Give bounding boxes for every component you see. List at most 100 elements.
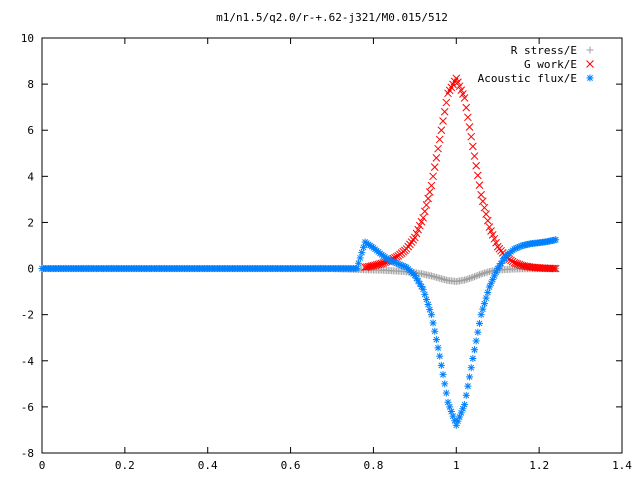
data-point <box>421 290 429 298</box>
y-tick-label: -6 <box>21 401 34 414</box>
data-point <box>412 229 421 238</box>
data-point <box>437 126 446 135</box>
data-point <box>466 274 474 282</box>
data-point <box>473 171 482 180</box>
data-point <box>484 268 492 276</box>
data-point <box>436 352 444 360</box>
data-point <box>417 217 426 226</box>
chart-title: m1/n1.5/q2.0/r-+.62-j321/M0.015/512 <box>216 11 448 24</box>
y-tick-label: 8 <box>27 78 34 91</box>
data-point <box>457 86 466 94</box>
data-point <box>482 294 490 302</box>
data-point <box>441 380 449 388</box>
data-point <box>550 264 558 273</box>
data-point <box>432 154 441 162</box>
y-tick-label: 2 <box>27 216 34 229</box>
chart-frame <box>41 37 623 454</box>
data-point <box>435 135 444 144</box>
data-point <box>464 382 472 390</box>
data-point <box>477 311 485 319</box>
data-point <box>482 269 490 277</box>
data-point <box>452 74 461 83</box>
data-point <box>487 227 495 235</box>
data-point <box>480 269 488 277</box>
data-point <box>439 371 447 379</box>
data-point <box>469 273 477 281</box>
data-point <box>477 270 485 278</box>
plot-area <box>41 37 623 454</box>
data-point <box>460 94 469 102</box>
data-point <box>474 328 482 336</box>
data-point <box>475 181 484 189</box>
data-point <box>490 234 499 243</box>
data-point <box>414 225 423 234</box>
data-point <box>358 249 366 257</box>
data-point <box>479 270 487 278</box>
data-point <box>475 271 483 279</box>
data-point <box>432 336 440 344</box>
data-point <box>472 337 480 345</box>
x-axis: 0 0.2 0.4 0.6 0.8 1 1.2 1.4 <box>39 38 632 472</box>
data-point <box>470 152 479 160</box>
data-point <box>424 301 432 309</box>
data-point <box>461 401 469 409</box>
y-tick-label: -4 <box>21 355 35 368</box>
data-point <box>462 391 470 399</box>
data-point <box>552 236 560 244</box>
y-tick-label: 0 <box>27 263 34 276</box>
y-tick-label: 6 <box>27 124 34 137</box>
data-point <box>461 276 469 284</box>
y-tick-label: -2 <box>21 309 34 322</box>
x-tick-label: 0.2 <box>115 459 135 472</box>
data-point <box>465 123 474 131</box>
data-point <box>467 364 475 372</box>
data-point <box>442 98 451 107</box>
legend-marker <box>586 46 594 54</box>
x-tick-label: 1 <box>453 459 460 472</box>
data-point <box>442 389 450 397</box>
data-point <box>479 305 487 313</box>
data-point <box>459 90 467 98</box>
legend-marker <box>586 74 594 82</box>
data-point <box>429 319 437 327</box>
data-point <box>440 107 449 116</box>
data-point <box>471 346 479 354</box>
data-point <box>439 117 447 125</box>
data-point <box>422 201 431 209</box>
data-point <box>551 264 560 273</box>
data-point <box>422 295 430 303</box>
data-point <box>480 203 489 212</box>
x-tick-label: 0.8 <box>363 459 383 472</box>
data-point <box>455 82 464 91</box>
data-point <box>427 311 435 319</box>
x-tick-label: 0.4 <box>198 459 218 472</box>
data-point <box>419 285 427 293</box>
data-point <box>356 254 364 262</box>
data-point <box>434 144 442 153</box>
x-tick-label: 1.2 <box>529 459 549 472</box>
data-point <box>483 216 492 225</box>
y-tick-label: 10 <box>21 32 34 45</box>
legend-label: G work/E <box>524 58 577 71</box>
data-point <box>469 354 477 362</box>
data-point <box>419 213 427 222</box>
data-point <box>429 172 437 181</box>
data-point <box>492 238 500 247</box>
data-point <box>424 194 432 203</box>
data-point <box>485 223 494 231</box>
x-tick-label: 1.4 <box>612 459 632 472</box>
data-point <box>427 181 436 190</box>
legend-marker <box>586 60 594 68</box>
series-layer <box>38 74 560 429</box>
data-point <box>467 274 475 282</box>
series-2 <box>361 74 560 273</box>
data-point <box>474 271 482 279</box>
data-point <box>464 113 472 122</box>
data-point <box>477 190 485 199</box>
data-point <box>472 161 481 170</box>
data-point <box>480 300 488 308</box>
series-3 <box>38 236 560 429</box>
data-point <box>472 272 480 280</box>
